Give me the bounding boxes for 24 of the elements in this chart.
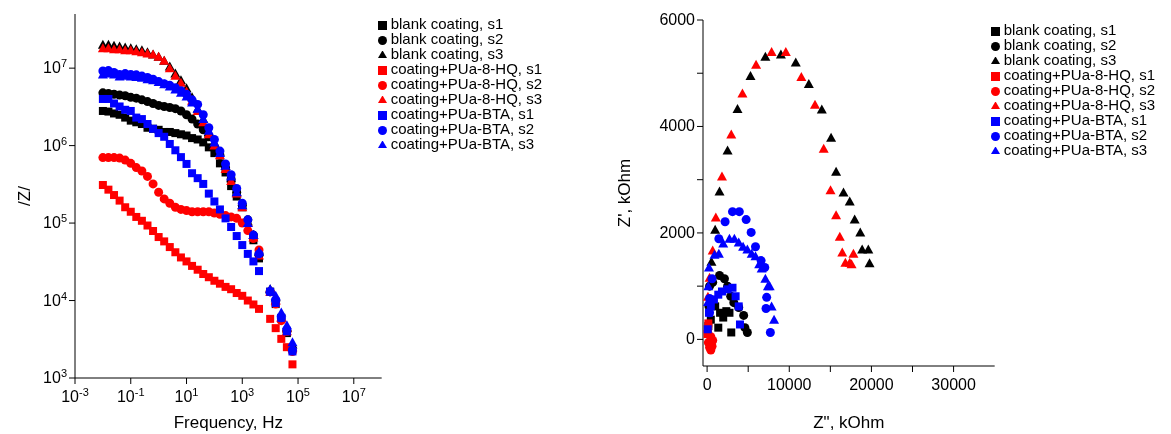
x-tick-label: 0 [702, 376, 712, 393]
x-tick-label: 30000 [931, 376, 976, 393]
x-tick-label: 10000 [767, 376, 812, 393]
y-tick-label: 0 [686, 330, 696, 348]
y-axis-title: Z', kOhm [615, 158, 635, 228]
legend-label: blank coating, s1 [1003, 21, 1117, 38]
x-tick-label: 10$^{-3}$ [61, 386, 89, 405]
y-tick-label: 4000 [659, 117, 696, 135]
y-tick-label: 6000 [659, 11, 696, 28]
y-tick-label: 2000 [659, 223, 696, 241]
x-tick-label: 20000 [849, 376, 894, 393]
x-tick-label: 10$^{-1}$ [116, 386, 145, 405]
x-tick-label: 10$^{5}$ [286, 386, 310, 405]
legend-label: blank coating, s1 [390, 15, 504, 32]
y-tick-label: 10$^{4}$ [43, 289, 67, 309]
x-axis-title: Frequency, Hz [173, 413, 283, 432]
y-tick-label: 10$^{7}$ [43, 57, 67, 77]
y-tick-label: 10$^{6}$ [43, 134, 67, 154]
x-tick-label: 10$^{3}$ [230, 386, 255, 405]
y-tick-label: 10$^{5}$ [43, 212, 67, 232]
x-axis-title: Z", kOhm [813, 413, 885, 432]
y-axis-title: /Z/ [15, 185, 35, 206]
x-tick-label: 10$^{7}$ [341, 386, 366, 405]
x-tick-label: 10$^{1}$ [174, 386, 199, 405]
